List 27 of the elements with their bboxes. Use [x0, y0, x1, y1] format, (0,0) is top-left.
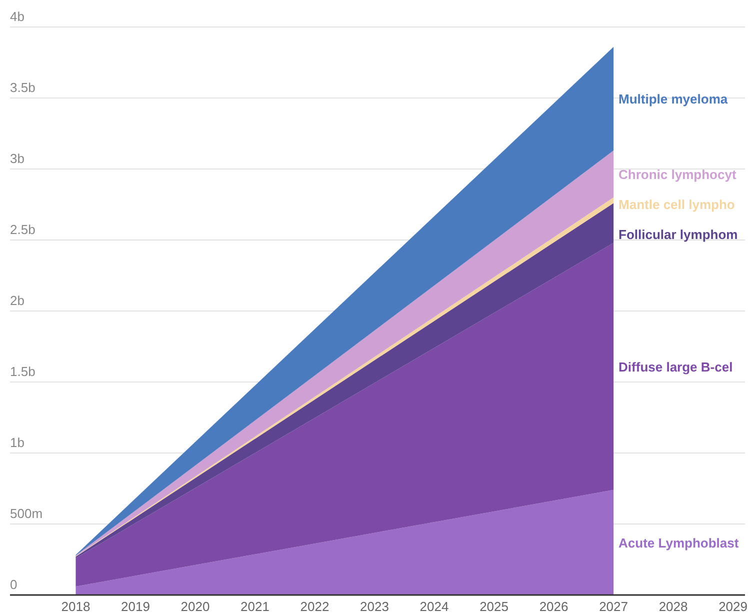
x-tick-label: 2029: [718, 599, 748, 613]
y-tick-label: 500m: [10, 506, 43, 521]
x-tick-label: 2026: [539, 599, 568, 613]
x-tick-label: 2021: [240, 599, 270, 613]
series-label: Acute Lymphoblast: [618, 535, 740, 550]
x-tick-label: 2027: [599, 599, 628, 613]
y-tick-label: 3b: [10, 151, 24, 166]
x-tick-label: 2019: [121, 599, 150, 613]
y-tick-label: 1.5b: [10, 364, 36, 379]
y-tick-label: 1b: [10, 435, 24, 450]
x-tick-label: 2025: [480, 599, 508, 613]
y-tick-label: 2.5b: [10, 222, 36, 237]
y-tick-label: 2b: [10, 293, 24, 308]
series-label: Mantle cell lympho: [618, 196, 735, 212]
y-tick-label: 3.5b: [10, 80, 36, 95]
series-label: Multiple myeloma: [618, 92, 728, 107]
x-tick-label: 2020: [180, 599, 210, 613]
x-tick-label: 2023: [360, 599, 389, 613]
x-tick-label: 2024: [420, 599, 449, 613]
x-tick-label: 2028: [658, 599, 688, 613]
x-tick-label: 2022: [300, 599, 330, 613]
y-tick-label: 4b: [10, 9, 24, 24]
series-label: Chronic lymphocyt: [618, 166, 737, 182]
x-tick-label: 2018: [61, 599, 90, 613]
y-tick-label: 0: [10, 577, 18, 592]
series-label: Follicular lymphom: [618, 226, 738, 242]
series-label: Diffuse large B-cel: [618, 359, 733, 374]
